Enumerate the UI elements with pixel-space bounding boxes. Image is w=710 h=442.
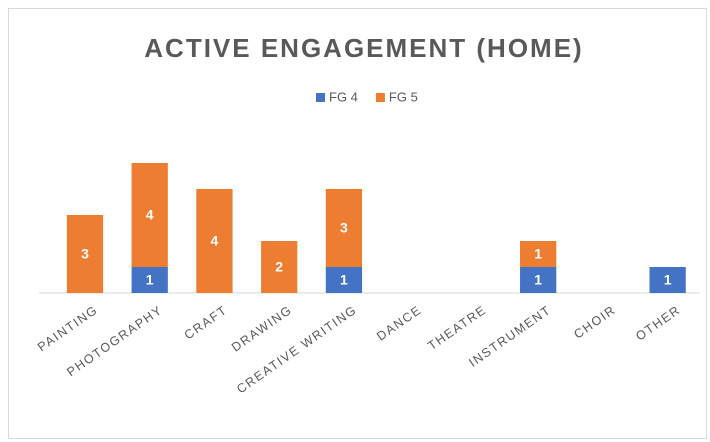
bar-segment xyxy=(520,267,557,293)
bar-segment xyxy=(196,189,233,293)
data-label: 1 xyxy=(340,272,348,288)
data-label: 4 xyxy=(211,233,219,249)
data-label: 4 xyxy=(146,207,154,223)
chart-title: ACTIVE ENGAGEMENT (HOME) xyxy=(144,33,583,63)
bar-segment xyxy=(261,241,298,293)
bar-segment xyxy=(131,267,168,293)
bar-segment xyxy=(131,163,168,267)
data-label: 3 xyxy=(340,220,348,236)
data-label: 1 xyxy=(146,272,154,288)
bar-segment xyxy=(66,215,104,293)
bar-segment xyxy=(325,267,363,293)
data-label: 2 xyxy=(275,259,283,275)
legend-swatch xyxy=(375,93,385,102)
bar-segment xyxy=(520,241,557,267)
legend-swatch xyxy=(316,93,325,102)
data-label: 1 xyxy=(534,272,542,288)
bar-segment xyxy=(649,267,686,293)
data-label: 1 xyxy=(534,246,542,262)
data-label: 3 xyxy=(81,246,89,262)
legend-label: FG 5 xyxy=(389,89,418,104)
bar-segment xyxy=(325,189,363,267)
legend-label: FG 4 xyxy=(329,89,358,104)
data-label: 1 xyxy=(664,272,672,288)
